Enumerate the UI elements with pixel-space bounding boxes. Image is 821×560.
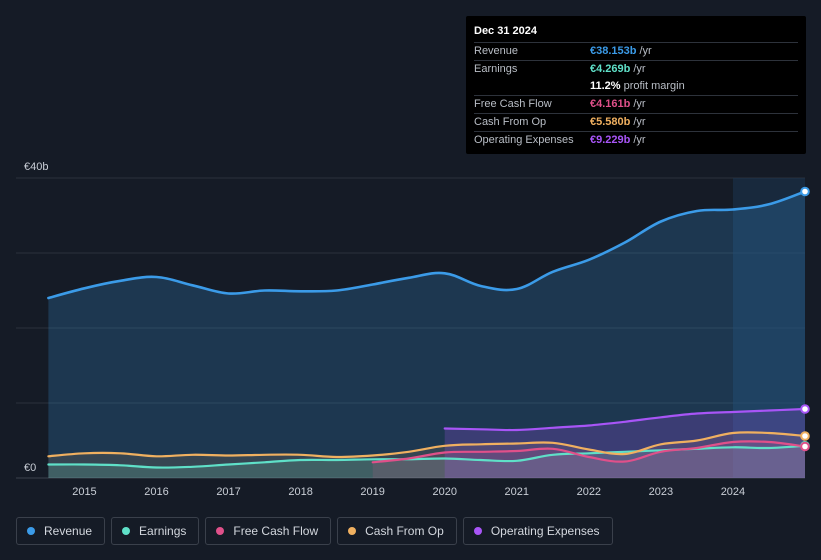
x-tick-label: 2019 — [360, 486, 384, 498]
legend-label: Revenue — [44, 524, 93, 538]
tooltip-label: Earnings — [474, 63, 518, 75]
tooltip-row-operating-expenses: Operating Expenses €9.229b /yr — [474, 131, 798, 149]
legend-item-free-cash-flow[interactable]: Free Cash Flow — [205, 517, 332, 545]
y-tick-label: €40b — [24, 161, 48, 173]
endpoint-free-cash-flow — [800, 441, 810, 452]
tooltip-unit: /yr — [633, 134, 646, 146]
endpoint-operating-expenses — [800, 404, 810, 414]
x-tick-label: 2020 — [432, 486, 456, 498]
area-free-cash-flow — [372, 441, 805, 478]
tooltip-value: €38.153b — [590, 45, 637, 57]
x-tick-label: 2018 — [288, 486, 312, 498]
line-operating-expenses — [443, 407, 807, 432]
tooltip-label: Free Cash Flow — [474, 98, 552, 110]
tooltip-row-free-cash-flow: Free Cash Flow €4.161b /yr — [474, 95, 798, 113]
tooltip-value: €9.229b — [590, 134, 631, 146]
grid — [16, 177, 805, 479]
x-tick-label: 2015 — [72, 486, 96, 498]
legend-dot-icon — [122, 527, 131, 535]
legend: Revenue Earnings Free Cash Flow Cash Fro… — [16, 517, 613, 545]
endpoint-cash-from-op — [800, 431, 810, 441]
chart: €40b€0 2015 2016 2017 2018 2019 2020 2021 2022 2… — [16, 161, 810, 498]
y-axis: €40b €0 — [24, 161, 48, 474]
legend-label: Operating Expenses — [490, 524, 600, 538]
tooltip-label: Cash From Op — [474, 116, 547, 128]
tooltip-value: €5.580b — [590, 116, 631, 128]
legend-item-cash-from-op[interactable]: Cash From Op — [337, 517, 457, 545]
y-tick-label: €0 — [24, 462, 36, 474]
endpoint-revenue — [800, 186, 810, 197]
tooltip-value: €4.269b — [590, 63, 631, 75]
legend-item-operating-expenses[interactable]: Operating Expenses — [462, 517, 613, 545]
legend-label: Earnings — [139, 524, 187, 538]
tooltip-label — [474, 78, 590, 95]
legend-dot-icon — [473, 527, 482, 535]
x-tick-label: 2022 — [577, 486, 601, 498]
x-tick-label: 2021 — [505, 486, 529, 498]
tooltip-row-earnings: Earnings €4.269b /yr — [474, 60, 798, 78]
tooltip-date: Dec 31 2024 — [474, 25, 537, 37]
x-tick-label: 2024 — [721, 486, 745, 498]
line-free-cash-flow — [371, 440, 807, 464]
area-operating-expenses — [444, 409, 805, 478]
legend-item-earnings[interactable]: Earnings — [111, 517, 200, 545]
tooltip-unit: /yr — [633, 116, 646, 128]
tooltip-label: Revenue — [474, 45, 519, 57]
legend-dot-icon — [216, 527, 225, 535]
legend-item-revenue[interactable]: Revenue — [16, 517, 106, 545]
current-period-highlight — [732, 178, 805, 478]
tooltip-row-profit-margin: 11.2% profit margin — [474, 78, 798, 95]
tooltip-unit: /yr — [633, 63, 646, 75]
x-tick-label: 2023 — [649, 486, 673, 498]
legend-dot-icon — [27, 527, 35, 535]
series-areas — [48, 191, 805, 478]
legend-dot-icon — [348, 527, 357, 535]
series-endpoints — [800, 186, 810, 452]
tooltip-value: €4.161b — [590, 98, 631, 110]
legend-label: Free Cash Flow — [233, 524, 319, 538]
x-axis: 2015 2016 2017 2018 2019 2020 2021 2022 2023 2024 — [72, 486, 745, 498]
tooltip-unit: /yr — [639, 45, 652, 57]
line-revenue — [47, 190, 807, 300]
tooltip-value: 11.2% — [590, 80, 621, 92]
legend-label: Cash From Op — [365, 524, 444, 538]
tooltip-label: Operating Expenses — [474, 134, 574, 146]
tooltip-row-cash-from-op: Cash From Op €5.580b /yr — [474, 113, 798, 131]
tooltip-unit: profit margin — [623, 80, 685, 92]
tooltip-row-revenue: Revenue €38.153b /yr — [474, 42, 798, 60]
tooltip: Dec 31 2024 Revenue €38.153b /yr Earning… — [466, 16, 806, 154]
line-cash-from-op — [47, 431, 807, 459]
x-tick-label: 2016 — [144, 486, 168, 498]
tooltip-unit: /yr — [633, 98, 646, 110]
area-revenue — [48, 191, 805, 478]
x-tick-label: 2017 — [216, 486, 240, 498]
series-lines — [47, 190, 807, 469]
